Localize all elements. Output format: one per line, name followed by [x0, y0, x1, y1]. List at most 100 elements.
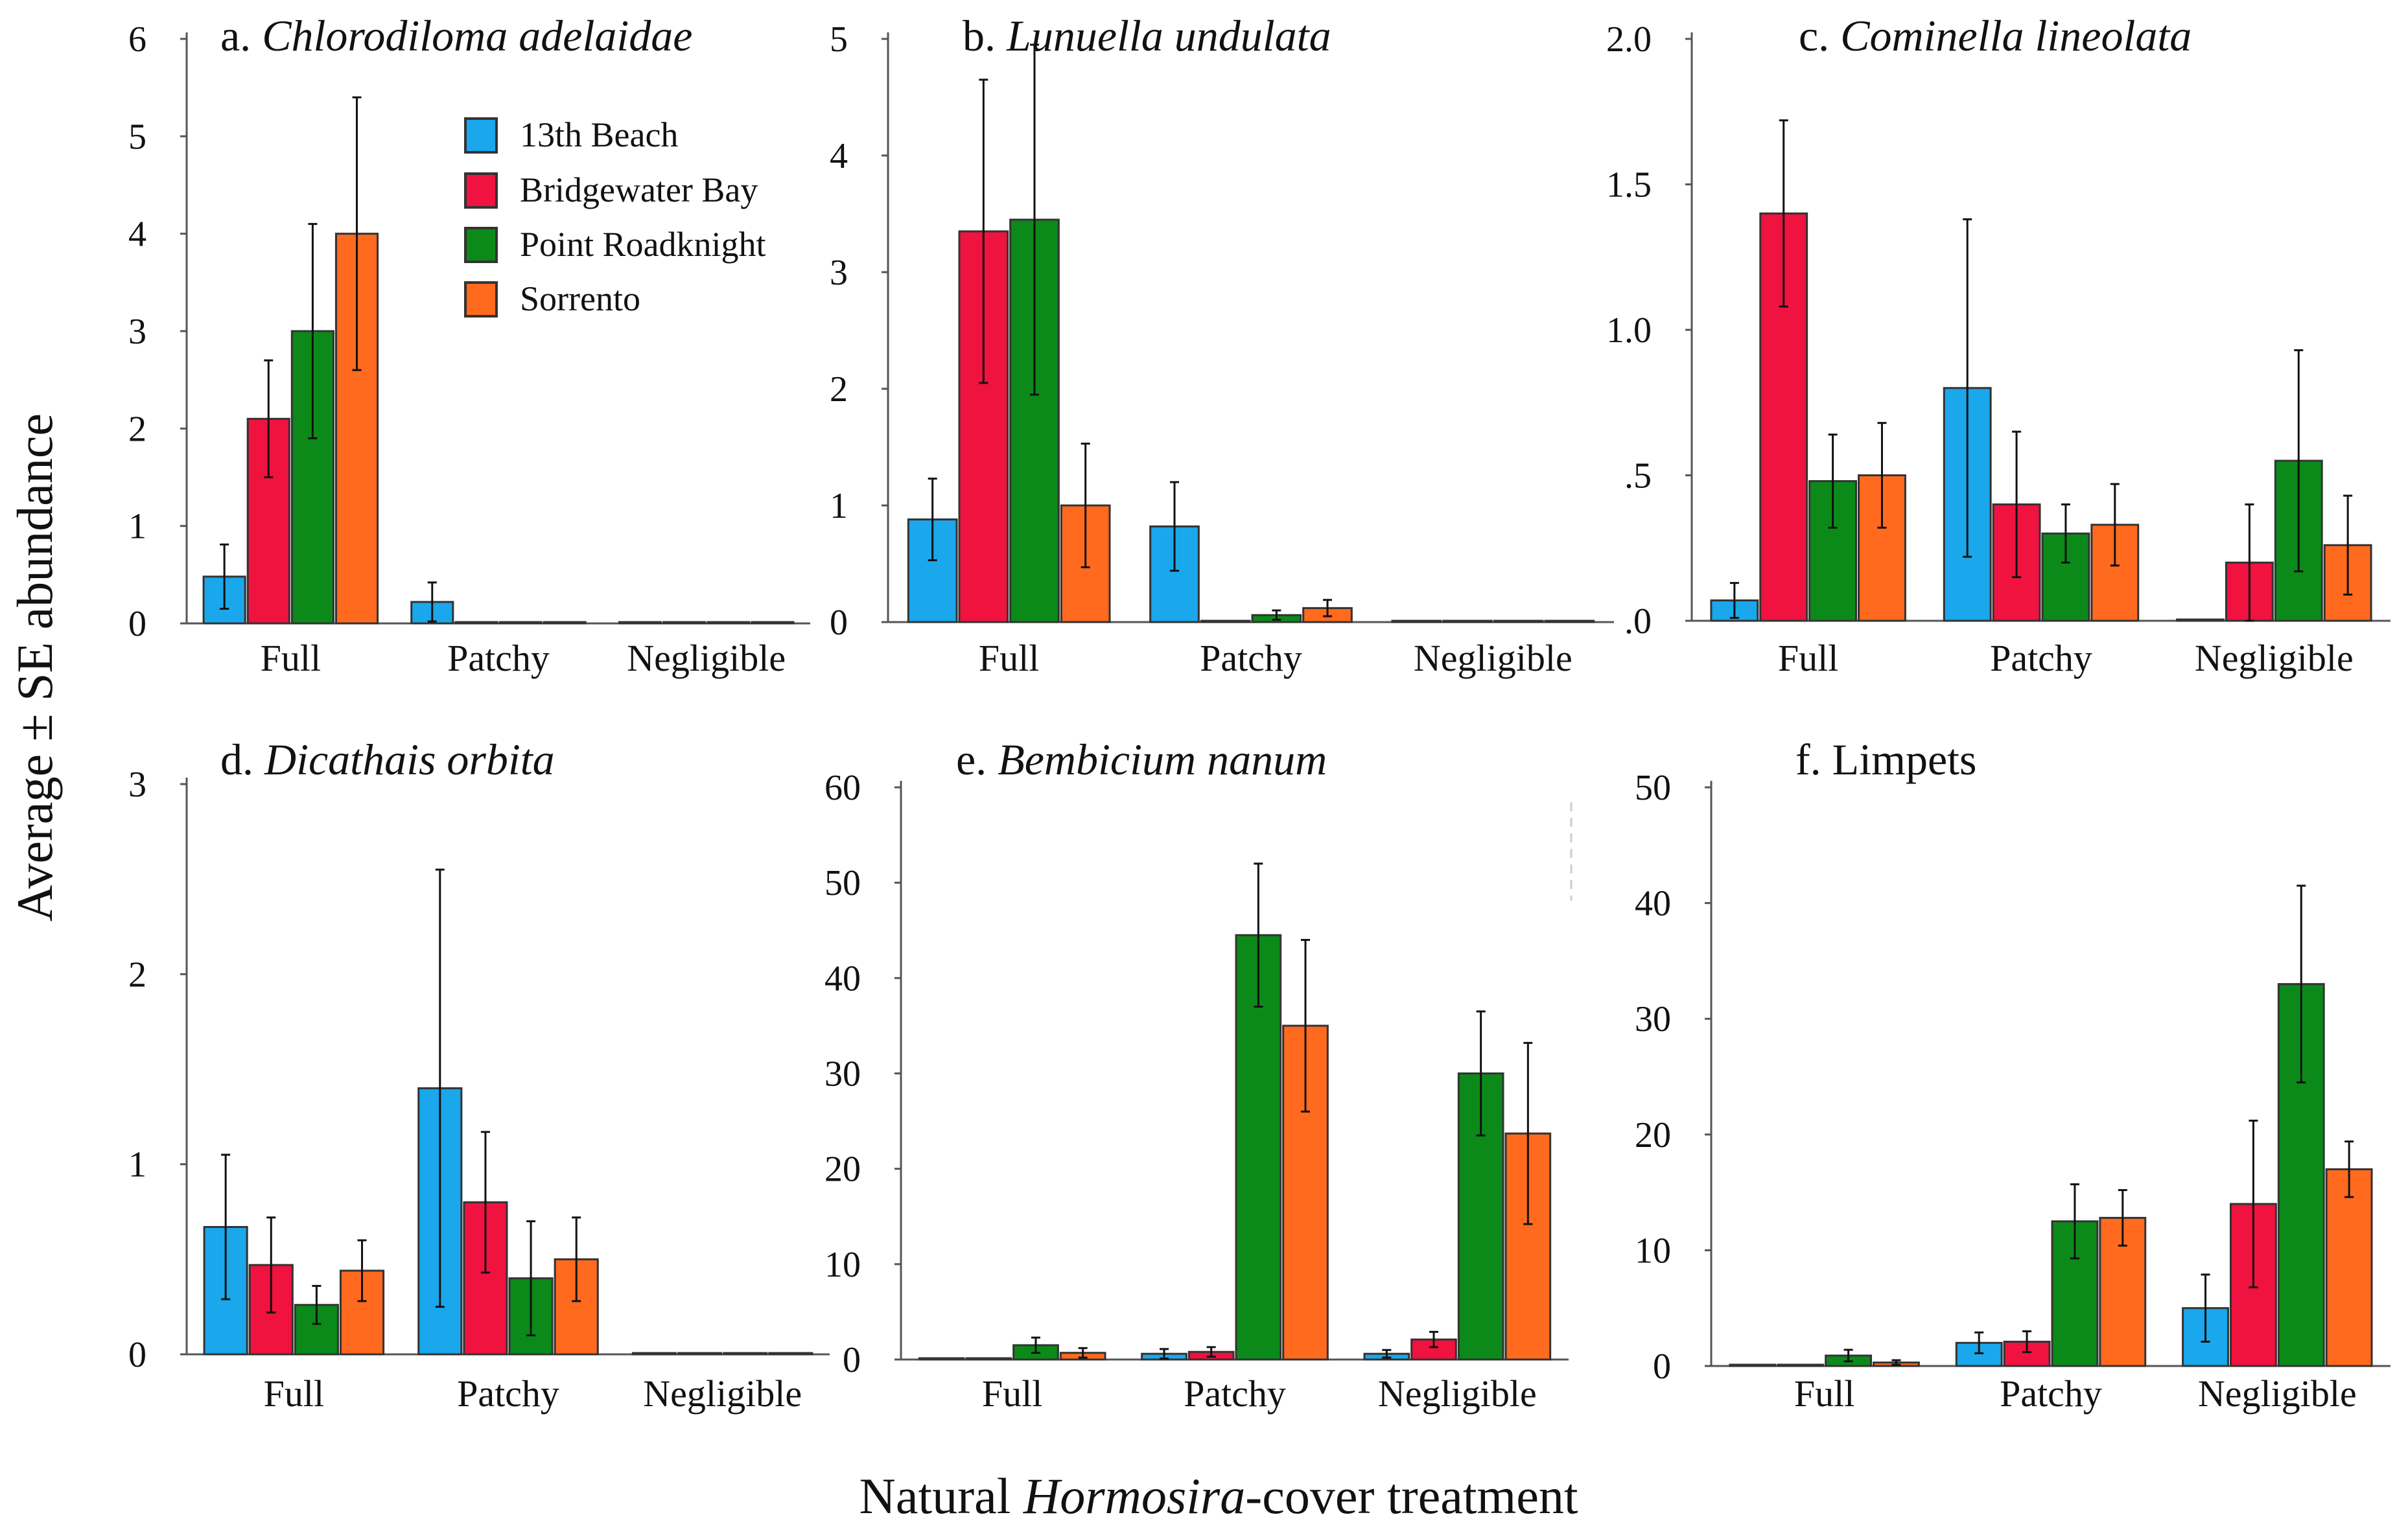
- bar-negligible-sorrento: [768, 1352, 813, 1356]
- category-label: Full: [1794, 1372, 1855, 1415]
- y-tick-label: 0: [843, 1340, 861, 1380]
- y-tick-label: 3: [830, 253, 848, 293]
- y-tick-label: 3: [128, 765, 146, 805]
- bar-negligible-point-roadknight: [1493, 619, 1544, 623]
- y-tick-label: 2.0: [1606, 19, 1652, 60]
- legend-swatch: [464, 117, 498, 154]
- bar-full-bridgewater-bay: [965, 1357, 1012, 1361]
- y-tick-label: 4: [128, 214, 146, 255]
- y-tick-label: .5: [1624, 456, 1652, 496]
- category-label: Full: [982, 1372, 1043, 1415]
- panel-title: a. Chlorodiloma adelaidae: [220, 11, 692, 60]
- x-axis-label-suffix: -cover treatment: [1245, 1468, 1578, 1524]
- panel-b: b. Lunuella undulata 0 1 2 3 4 5 Full Patchy Negl…: [830, 11, 1614, 679]
- panel-d: d. Dicathais orbita 0 1 2 3 Full Patchy Negligi…: [128, 735, 830, 1415]
- panel-title: d. Dicathais orbita: [220, 735, 555, 784]
- bar-negligible-bridgewater-bay: [677, 1352, 723, 1356]
- category-label: Patchy: [447, 637, 550, 679]
- panel-a: a. Chlorodiloma adelaidae 0 1 2 3 4 5 6 Full Patc…: [128, 11, 810, 679]
- panel-title-species: Cominella lineolata: [1840, 11, 2192, 60]
- y-tick-label: 0: [128, 1335, 146, 1375]
- y-tick-label: 4: [830, 136, 848, 176]
- y-tick-label: 1: [128, 507, 146, 547]
- panel-c: c. Cominella lineolata .0 .5 1.0 1.5 2.0 Full P…: [1606, 11, 2390, 679]
- y-tick-label: 5: [830, 19, 848, 60]
- panel-title-species: Lunuella undulata: [1006, 11, 1331, 60]
- panel-title: f. Limpets: [1795, 735, 1977, 784]
- bar-negligible-bridgewater-bay: [1442, 619, 1493, 623]
- legend-label: Bridgewater Bay: [520, 170, 758, 209]
- panel-f: f. Limpets 0 10 20 30 40 50 Full Patchy Negligibl…: [1635, 735, 2390, 1415]
- y-tick-label: 50: [1635, 768, 1671, 808]
- y-tick-label: 6: [128, 19, 146, 60]
- bar-negligible-sorrento: [2325, 1168, 2373, 1367]
- panel-title-rest: Limpets: [1832, 735, 1977, 784]
- legend-swatch: [464, 227, 498, 263]
- y-tick-label: 2: [128, 955, 146, 995]
- bar-patchy-sorrento: [543, 621, 587, 625]
- category-label: Full: [1778, 637, 1839, 679]
- bar-negligible-sorrento: [751, 621, 795, 625]
- bar-patchy-bridgewater-bay: [454, 621, 498, 625]
- bar-negligible-point-roadknight: [1457, 1072, 1504, 1361]
- x-axis-label: Natural Hormosira-cover treatment: [859, 1468, 1578, 1524]
- category-label: Patchy: [457, 1372, 559, 1415]
- panel-title-species: Bembicium nanum: [998, 735, 1327, 784]
- panel-title-prefix: f.: [1795, 735, 1832, 784]
- bar-negligible-13th-beach: [1391, 619, 1442, 623]
- panel-title: b. Lunuella undulata: [963, 11, 1331, 60]
- panel-title-prefix: a.: [220, 11, 262, 60]
- bar-negligible-13th-beach: [631, 1352, 677, 1356]
- y-tick-label: 50: [824, 863, 861, 903]
- y-tick-label: 2: [128, 409, 146, 449]
- y-tick-label: 1.5: [1606, 165, 1652, 205]
- y-tick-label: 1.0: [1606, 310, 1652, 351]
- y-tick-label: 2: [830, 369, 848, 410]
- bar-full-bridgewater-bay: [1777, 1363, 1825, 1367]
- legend-label: Sorrento: [520, 279, 640, 318]
- y-tick-label: 60: [824, 768, 861, 808]
- panel-title-prefix: d.: [220, 735, 264, 784]
- category-label: Negligible: [1414, 637, 1572, 679]
- legend: 13th Beach Bridgewater Bay Point Roadkni…: [464, 115, 766, 318]
- legend-swatch: [464, 172, 498, 209]
- category-label: Patchy: [2000, 1372, 2102, 1415]
- y-tick-label: 10: [824, 1245, 861, 1285]
- bar-negligible-13th-beach: [618, 621, 662, 625]
- y-tick-label: 10: [1635, 1231, 1671, 1271]
- category-label: Full: [261, 637, 321, 679]
- category-label: Negligible: [1378, 1372, 1537, 1415]
- x-axis-label-prefix: Natural: [859, 1468, 1023, 1524]
- y-tick-label: 5: [128, 117, 146, 157]
- y-tick-label: .0: [1624, 601, 1652, 642]
- y-tick-label: 40: [824, 958, 861, 999]
- y-tick-label: 30: [824, 1054, 861, 1094]
- category-label: Patchy: [1200, 637, 1302, 679]
- bar-patchy-point-roadknight: [498, 621, 543, 625]
- panel-title-prefix: b.: [963, 11, 1007, 60]
- panel-title-species: Dicathais orbita: [264, 735, 555, 784]
- bar-negligible-point-roadknight: [723, 1352, 768, 1356]
- bar-negligible-point-roadknight: [707, 621, 751, 625]
- y-tick-label: 0: [128, 604, 146, 644]
- category-label: Full: [979, 637, 1040, 679]
- panel-title: e. Bembicium nanum: [956, 735, 1327, 784]
- y-tick-label: 30: [1635, 999, 1671, 1039]
- x-axis-label-italic: Hormosira: [1023, 1468, 1245, 1524]
- panel-title-species: Chlorodiloma adelaidae: [262, 11, 692, 60]
- bar-negligible-sorrento: [1544, 619, 1595, 623]
- legend-label: Point Roadknight: [520, 225, 766, 264]
- y-tick-label: 0: [1653, 1347, 1671, 1387]
- category-label: Patchy: [1184, 1372, 1286, 1415]
- bar-negligible-13th-beach: [2176, 618, 2225, 622]
- legend-label: 13th Beach: [520, 115, 678, 154]
- y-axis-label: Average ± SE abundance: [6, 413, 63, 921]
- category-label: Patchy: [1990, 637, 2092, 679]
- bar-full-13th-beach: [918, 1357, 965, 1361]
- bar-patchy-bridgewater-bay: [1200, 619, 1251, 623]
- y-tick-label: 20: [1635, 1115, 1671, 1155]
- category-label: Negligible: [2198, 1372, 2357, 1415]
- y-tick-label: 1: [830, 486, 848, 526]
- panel-title-prefix: c.: [1799, 11, 1840, 60]
